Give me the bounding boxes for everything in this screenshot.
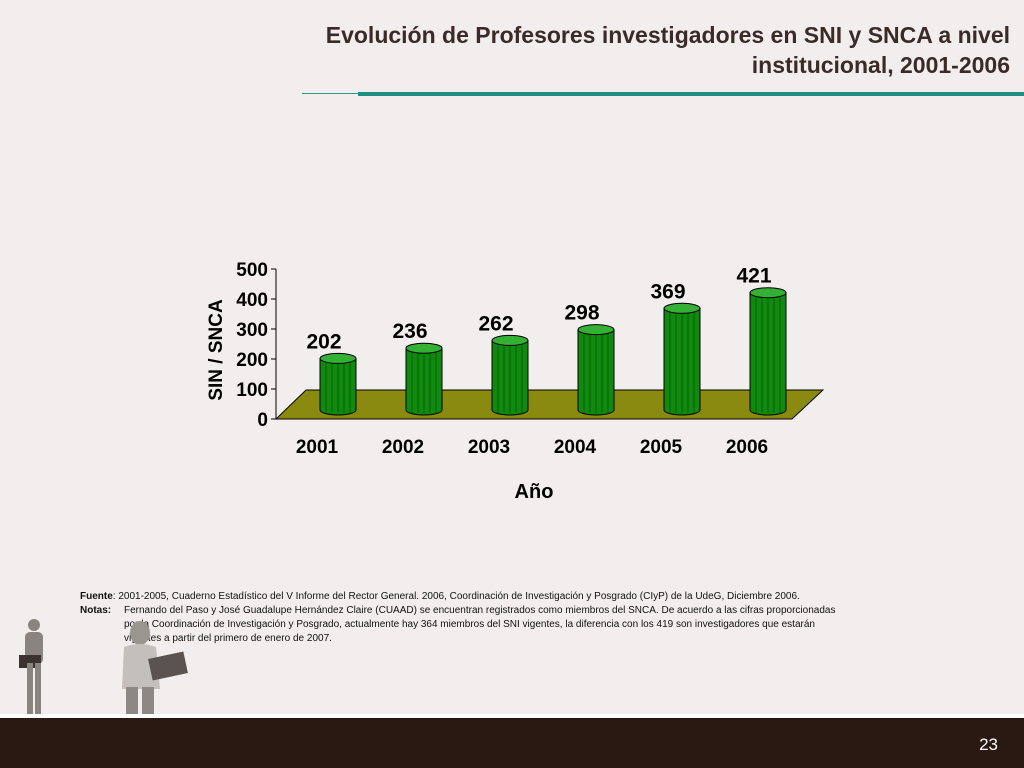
source-label: Fuente: [80, 591, 113, 602]
notes-row-2: por la Coordinación de Investigación y P…: [80, 618, 960, 632]
bar: [405, 342, 443, 416]
x-tick-label: 2005: [640, 437, 683, 458]
people-with-laptops-illustration: [19, 619, 188, 717]
source-note: Fuente: 2001-2005, Cuaderno Estadístico …: [80, 590, 960, 604]
x-tick-label: 2001: [296, 437, 339, 458]
bar-top: [749, 287, 787, 299]
data-label: 369: [650, 280, 685, 303]
y-tick-label: 300: [236, 320, 268, 341]
title-rule-thick: [358, 92, 1024, 96]
footnotes: Fuente: 2001-2005, Cuaderno Estadístico …: [80, 590, 960, 646]
footer-bar: 23: [0, 714, 1024, 768]
data-label: 202: [306, 330, 341, 353]
chart-floor: [274, 389, 825, 420]
bar: [491, 334, 529, 416]
x-axis-title: Año: [515, 481, 554, 503]
notes-line-1: Fernando del Paso y José Guadalupe Herná…: [124, 605, 836, 616]
x-tick-label: 2002: [382, 437, 424, 458]
bar-top: [405, 342, 443, 354]
y-tick-label: 500: [236, 260, 268, 281]
notes-label: Notas:: [80, 605, 112, 616]
y-tick-label: 200: [236, 350, 268, 371]
bar-top: [577, 324, 615, 336]
bar-top: [491, 334, 529, 346]
title-line-2: institucional, 2001-2006: [751, 52, 1010, 78]
bar-top: [663, 302, 701, 314]
notes-block: Notas: Fernando del Paso y José Guadalup…: [80, 604, 960, 618]
x-tick-label: 2006: [726, 437, 768, 458]
source-text: : 2001-2005, Cuaderno Estadístico del V …: [112, 591, 800, 602]
page-title: Evolución de Profesores investigadores e…: [190, 20, 1010, 80]
y-tick-label: 0: [257, 410, 268, 431]
bar-top: [319, 352, 357, 364]
y-tick-label: 100: [236, 380, 268, 401]
page-number: 23: [979, 735, 998, 754]
y-axis-title: SIN / SNCA: [206, 299, 227, 401]
bar: [319, 352, 357, 416]
data-label: 262: [478, 312, 513, 335]
data-label: 421: [736, 265, 771, 288]
notes-line-2: por la Coordinación de Investigación y P…: [124, 619, 815, 630]
notes-row-3: vigentes a partir del primero de enero d…: [80, 632, 960, 646]
bar: [749, 287, 787, 416]
title-line-1: Evolución de Profesores investigadores e…: [325, 22, 1010, 48]
notes-line-3: vigentes a partir del primero de enero d…: [124, 633, 332, 644]
y-tick-label: 400: [236, 290, 268, 311]
person-small-icon: [19, 619, 43, 715]
person-large-icon: [122, 621, 188, 717]
bar: [663, 302, 701, 416]
title-rule-thin: [302, 93, 360, 94]
bar: [577, 324, 615, 416]
x-tick-label: 2003: [468, 437, 510, 458]
x-tick-label: 2004: [554, 437, 597, 458]
data-label: 236: [392, 320, 427, 343]
data-label: 298: [564, 302, 599, 325]
